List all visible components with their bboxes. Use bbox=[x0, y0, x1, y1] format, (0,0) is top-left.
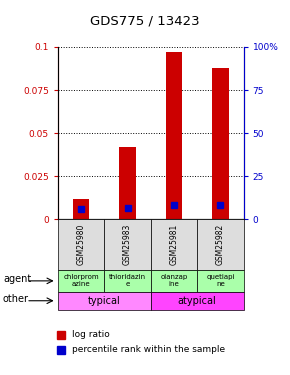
Text: percentile rank within the sample: percentile rank within the sample bbox=[72, 345, 226, 354]
Text: GSM25983: GSM25983 bbox=[123, 224, 132, 266]
Text: GDS775 / 13423: GDS775 / 13423 bbox=[90, 15, 200, 28]
Text: olanzap
ine: olanzap ine bbox=[160, 274, 188, 287]
Text: GSM25980: GSM25980 bbox=[77, 224, 86, 266]
Text: GSM25982: GSM25982 bbox=[216, 224, 225, 266]
Text: atypical: atypical bbox=[178, 296, 217, 306]
Bar bbox=[119, 147, 136, 219]
Text: typical: typical bbox=[88, 296, 121, 306]
Bar bbox=[212, 68, 229, 219]
Text: agent: agent bbox=[3, 274, 31, 284]
Text: chlorprom
azine: chlorprom azine bbox=[64, 274, 99, 287]
Text: thioridazin
e: thioridazin e bbox=[109, 274, 146, 287]
Text: quetiapi
ne: quetiapi ne bbox=[206, 274, 235, 287]
Bar bbox=[73, 199, 89, 219]
Text: GSM25981: GSM25981 bbox=[169, 224, 179, 266]
Text: log ratio: log ratio bbox=[72, 330, 110, 339]
Text: other: other bbox=[3, 294, 29, 304]
Bar bbox=[166, 52, 182, 219]
